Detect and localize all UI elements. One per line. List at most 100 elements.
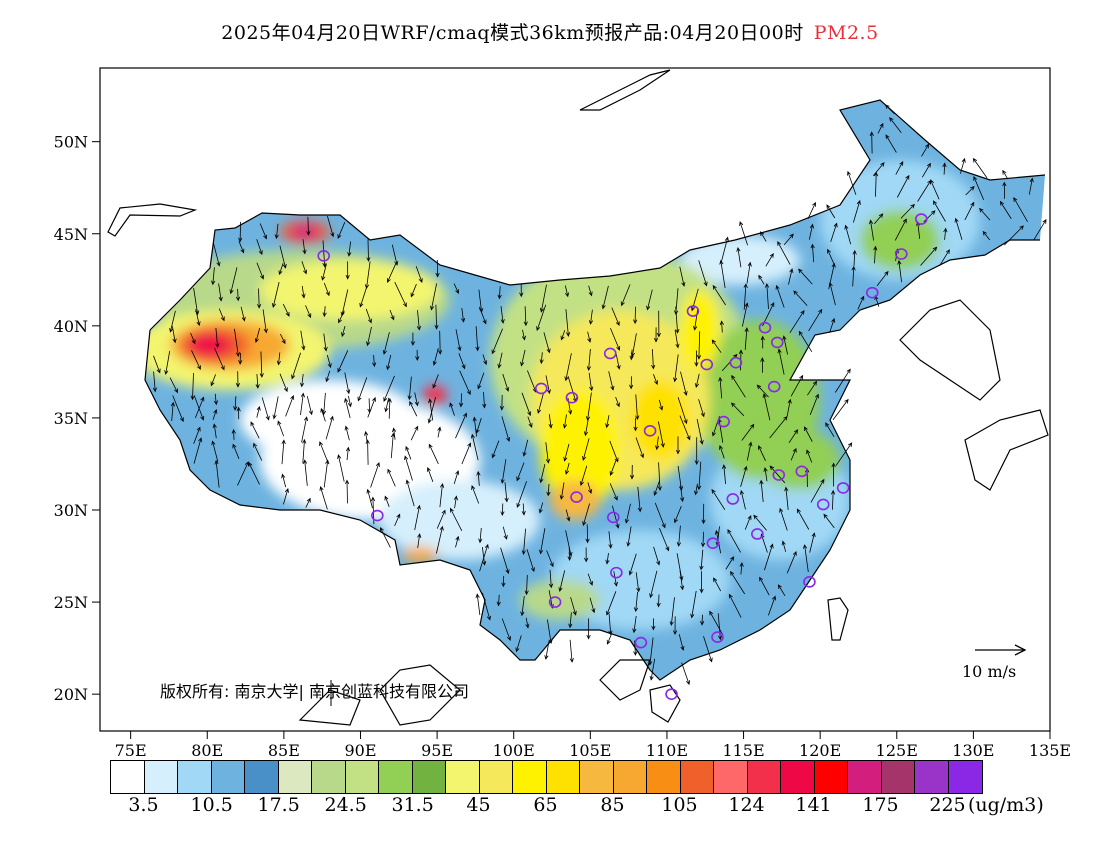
wind-arrow	[722, 464, 727, 485]
wind-arrow	[416, 310, 422, 331]
wind-arrow	[475, 417, 482, 434]
city-marker	[700, 358, 714, 371]
wind-arrow	[781, 540, 787, 552]
colorbar-segment	[312, 761, 346, 793]
wind-arrow	[765, 252, 774, 267]
wind-arrow	[233, 396, 238, 411]
wind-arrow	[497, 352, 503, 369]
wind-arrow	[719, 320, 724, 333]
wind-arrow	[383, 375, 395, 402]
wind-arrow	[435, 259, 440, 278]
wind-arrow	[519, 283, 524, 298]
wind-arrow	[711, 339, 722, 353]
lon-tick-label: 115E	[722, 741, 764, 760]
wind-arrow	[857, 295, 865, 310]
wind-arrow	[829, 317, 836, 333]
wind-arrow	[461, 308, 466, 323]
wind-arrow	[810, 478, 825, 503]
wind-arrow	[367, 396, 376, 418]
wind-arrow	[300, 392, 305, 416]
wind-arrow	[459, 393, 464, 408]
wind-arrow	[759, 576, 770, 596]
city-marker	[717, 415, 730, 428]
wind-arrow	[739, 489, 746, 510]
colorbar-label: 10.5	[190, 794, 233, 816]
wind-arrow	[321, 392, 327, 416]
wind-arrow	[933, 200, 946, 222]
wind-arrow	[679, 570, 685, 591]
wind-arrow	[651, 349, 656, 370]
wind-arrow	[414, 504, 421, 531]
wind-arrow	[889, 117, 902, 133]
lat-tick-label: 35N	[54, 409, 88, 428]
wind-arrow	[499, 394, 504, 411]
wind-arrow	[567, 546, 572, 561]
wind-arrow	[790, 374, 804, 397]
wind-arrow	[740, 465, 748, 488]
wind-arrow	[690, 590, 697, 619]
wind-arrow	[453, 495, 458, 509]
city-marker	[758, 321, 772, 334]
wind-arrow	[609, 460, 617, 476]
wind-arrow	[500, 547, 510, 575]
wind-arrow	[564, 285, 570, 298]
wind-arrow	[515, 635, 522, 653]
wind-arrow	[653, 327, 659, 343]
wind-arrow	[300, 373, 305, 388]
wind-arrow	[500, 503, 505, 517]
wind-arrow	[807, 380, 817, 396]
wind-arrow	[564, 353, 572, 382]
colorbar-segment	[412, 761, 446, 793]
wind-arrow	[472, 416, 477, 437]
wind-arrow	[482, 592, 491, 621]
wind-arrow	[637, 486, 642, 513]
wind-arrow	[271, 282, 280, 309]
colorbar-segment	[479, 761, 513, 793]
wind-arrow	[344, 372, 351, 395]
wind-arrow	[459, 370, 471, 396]
wind-arrow	[190, 332, 196, 345]
wind-arrow	[633, 417, 638, 432]
wind-arrow	[366, 326, 372, 347]
chart-title: 2025年04月20日WRF/cmaq模式36km预报产品:04月20日00时 P…	[0, 18, 1100, 45]
wind-arrow	[679, 266, 686, 287]
wind-arrow	[713, 577, 722, 592]
wind-arrow	[764, 282, 770, 310]
wind-arrow	[237, 461, 249, 486]
wind-arrow	[516, 462, 525, 482]
city-markers	[317, 213, 928, 700]
wind-arrow	[323, 459, 330, 488]
wind-arrow	[626, 526, 632, 547]
lon-tick-label: 90E	[344, 741, 376, 760]
lon-tick-label: 85E	[268, 741, 300, 760]
wind-arrow	[319, 486, 328, 510]
longitude-axis: 75E 80E 85E 90E 95E 100E 105E 110E 115E 120E 125E 1…	[115, 731, 1071, 760]
wind-arrow	[341, 325, 346, 338]
wind-arrow	[562, 414, 568, 429]
wind-arrow	[885, 134, 897, 153]
wind-arrow	[680, 485, 685, 503]
wind-arrow	[608, 613, 613, 636]
wind-arrow	[717, 613, 723, 641]
city-marker	[772, 469, 786, 481]
lat-tick-label: 25N	[54, 593, 88, 612]
wind-arrow	[211, 267, 216, 286]
wind-arrow	[693, 308, 699, 331]
colorbar-segment	[379, 761, 413, 793]
wind-arrow	[410, 425, 419, 441]
colorbar-segment	[948, 761, 982, 793]
wind-arrow	[633, 591, 639, 613]
wind-arrow	[501, 575, 506, 588]
wind-arrow	[546, 550, 554, 568]
wind-arrow	[548, 414, 553, 429]
wind-arrow	[405, 479, 415, 507]
wind-arrow	[608, 531, 613, 549]
wind-arrow	[520, 596, 525, 617]
wind-arrow	[853, 199, 861, 223]
wind-arrow	[306, 216, 311, 236]
wind-arrow	[847, 170, 857, 195]
wind-arrow	[229, 267, 238, 295]
colorbar-segment	[781, 761, 815, 793]
wind-arrow	[389, 309, 395, 321]
lon-tick-label: 110E	[646, 741, 688, 760]
